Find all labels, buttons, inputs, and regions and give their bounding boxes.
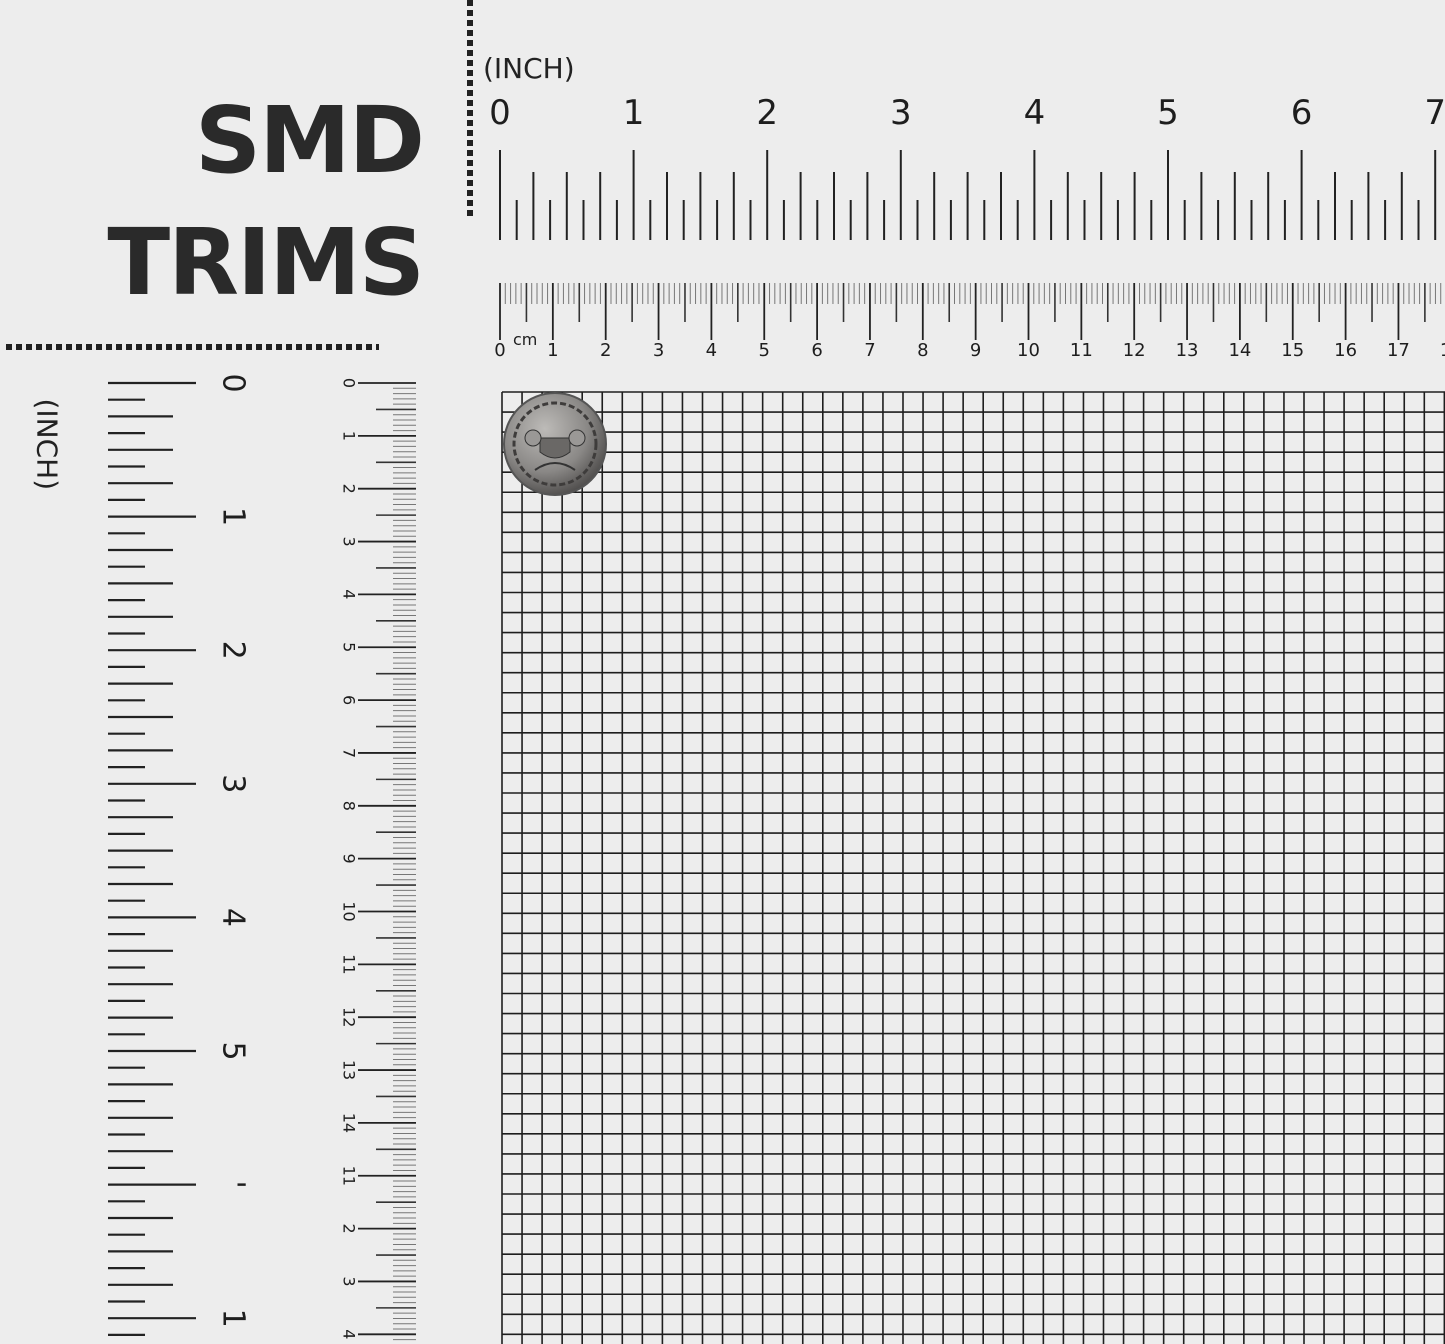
coin-shield xyxy=(539,437,571,459)
cm-label: 14 xyxy=(1228,340,1251,361)
coin-lion-left xyxy=(524,429,542,447)
inch-label: 0 xyxy=(489,93,511,133)
coin-border-pattern xyxy=(512,401,598,487)
cm-label: 0 xyxy=(340,378,359,388)
inch-label: 2 xyxy=(216,641,251,660)
inch-label: 3 xyxy=(890,93,912,133)
cm-label: 16 xyxy=(1334,340,1357,361)
cm-label: 14 xyxy=(340,1113,359,1133)
cm-label: 12 xyxy=(1123,340,1146,361)
inch-label: 1 xyxy=(623,93,645,133)
cm-label: 4 xyxy=(706,340,717,361)
cm-label: 11 xyxy=(340,954,359,974)
cm-label: 13 xyxy=(340,1060,359,1080)
cm-label: 8 xyxy=(340,801,359,811)
dotted-divider-vertical xyxy=(467,0,473,216)
cm-label: 2 xyxy=(340,484,359,494)
cm-label: 10 xyxy=(340,901,359,921)
cm-label: 17 xyxy=(1387,340,1410,361)
top-inch-unit-label: (INCH) xyxy=(483,52,575,85)
cm-label: 11 xyxy=(340,1166,359,1186)
cm-label: 2 xyxy=(600,340,611,361)
cm-label: 5 xyxy=(340,642,359,652)
cm-label: 3 xyxy=(340,536,359,546)
cm-label: 2 xyxy=(340,1224,359,1234)
cm-label: 10 xyxy=(1017,340,1040,361)
coin-lion-right xyxy=(568,429,586,447)
cm-label: 15 xyxy=(1281,340,1304,361)
inch-label: 3 xyxy=(216,774,251,793)
cm-label: 4 xyxy=(340,589,359,599)
cm-label: 12 xyxy=(340,1007,359,1027)
cm-label: 13 xyxy=(1176,340,1199,361)
cm-label: 7 xyxy=(864,340,875,361)
product-coin xyxy=(503,392,607,496)
cm-label: 5 xyxy=(759,340,770,361)
inch-label: 6 xyxy=(1291,93,1313,133)
inch-label: 4 xyxy=(216,908,251,927)
inch-label: 1 xyxy=(216,1309,251,1328)
cm-label: 7 xyxy=(340,748,359,758)
inch-label: ' xyxy=(216,1180,251,1188)
inch-label: 1 xyxy=(216,507,251,526)
cm-label: 4 xyxy=(340,1329,359,1339)
dotted-divider-horizontal xyxy=(6,344,379,350)
cm-label: 8 xyxy=(917,340,928,361)
inch-label: 7 xyxy=(1424,93,1445,133)
cm-label: 3 xyxy=(653,340,664,361)
inch-label: 2 xyxy=(756,93,778,133)
inch-label: 0 xyxy=(216,373,251,392)
cm-label: 9 xyxy=(970,340,981,361)
inch-label: 5 xyxy=(1157,93,1179,133)
cm-label: 1 xyxy=(340,431,359,441)
cm-unit-label: cm xyxy=(513,330,537,349)
cm-label: 1 xyxy=(547,340,558,361)
inch-label: 5 xyxy=(216,1041,251,1060)
title-line-2: TRIMS xyxy=(107,209,425,316)
cm-label: 9 xyxy=(340,854,359,864)
cm-label: 18 xyxy=(1440,340,1445,361)
cm-label: 6 xyxy=(340,695,359,705)
coin-laurel xyxy=(534,462,576,471)
cm-label: 11 xyxy=(1070,340,1093,361)
cm-label: 3 xyxy=(340,1276,359,1286)
cm-label: 6 xyxy=(811,340,822,361)
cm-label: 0 xyxy=(494,340,505,361)
title-line-1: SMD xyxy=(194,87,425,194)
inch-label: 4 xyxy=(1024,93,1046,133)
